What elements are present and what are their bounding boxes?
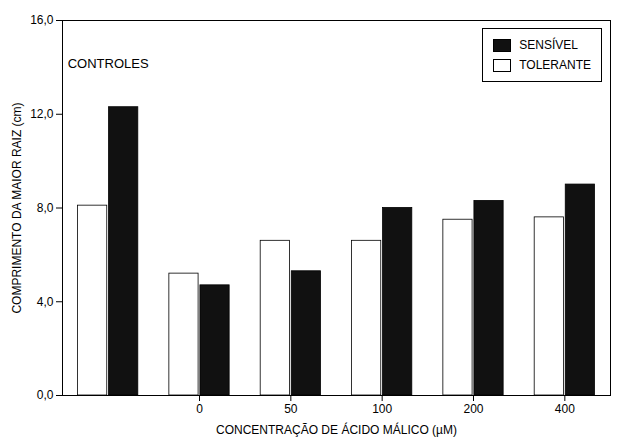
svg-text:50: 50 xyxy=(284,402,298,416)
svg-text:400: 400 xyxy=(555,402,575,416)
svg-text:CONCENTRAÇÃO DE ÁCIDO MÁLICO (: CONCENTRAÇÃO DE ÁCIDO MÁLICO (µM) xyxy=(216,422,457,437)
svg-text:COMPRIMENTO DA MAIOR RAIZ (cm): COMPRIMENTO DA MAIOR RAIZ (cm) xyxy=(10,102,24,313)
svg-text:8,0: 8,0 xyxy=(37,201,54,215)
svg-text:4,0: 4,0 xyxy=(37,295,54,309)
svg-text:CONTROLES: CONTROLES xyxy=(68,56,149,71)
svg-text:12,0: 12,0 xyxy=(30,107,54,121)
html-text:TOLERANTE: TOLERANTE xyxy=(519,58,591,72)
svg-text:0: 0 xyxy=(196,402,203,416)
svg-text:100: 100 xyxy=(372,402,392,416)
html-text:SENSÍVEL: SENSÍVEL xyxy=(519,38,578,52)
svg-text:200: 200 xyxy=(463,402,483,416)
svg-text:0,0: 0,0 xyxy=(37,388,54,402)
svg-text:16,0: 16,0 xyxy=(30,13,54,27)
